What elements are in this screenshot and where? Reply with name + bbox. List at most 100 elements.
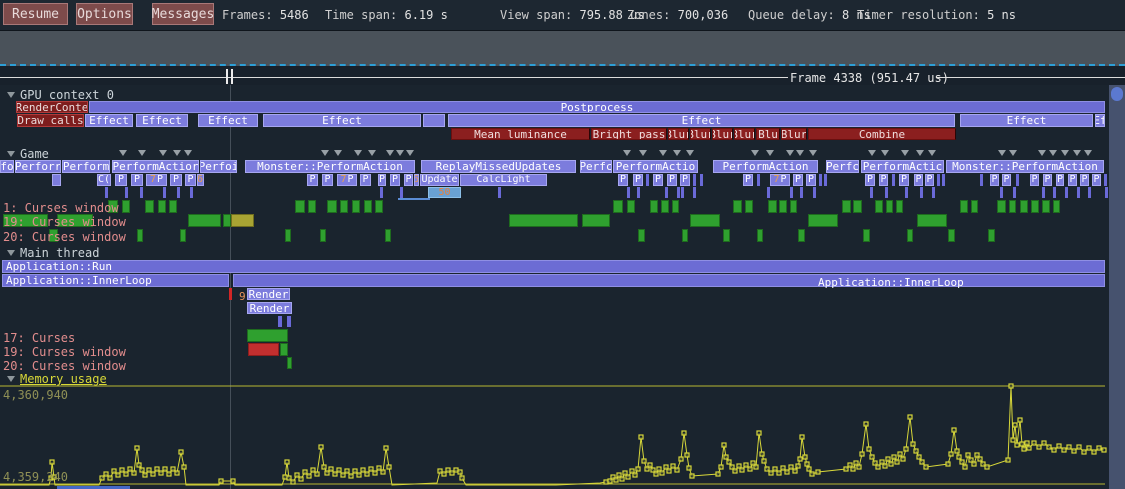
zone-update[interactable]: Update [420, 174, 459, 186]
zone[interactable] [661, 200, 669, 213]
zone[interactable] [768, 200, 777, 213]
zone-postprocess[interactable]: Postprocess [89, 101, 1105, 113]
zone[interactable] [52, 174, 61, 186]
zone-render[interactable]: Render [247, 288, 290, 300]
zone[interactable] [163, 187, 166, 198]
zone-p[interactable]: P [914, 174, 923, 186]
zone[interactable] [145, 200, 154, 213]
zone[interactable] [693, 187, 696, 198]
zone-blur[interactable]: Blur [712, 128, 733, 140]
section-header-game[interactable]: Game [7, 147, 49, 161]
zone-p[interactable]: P [390, 174, 400, 186]
zone[interactable] [808, 214, 838, 227]
zone-p[interactable]: P [806, 174, 816, 186]
zone[interactable] [682, 229, 688, 242]
zone[interactable] [937, 174, 940, 186]
zone[interactable] [638, 229, 645, 242]
zone-p[interactable]: P [743, 174, 753, 186]
zone-p[interactable]: P [680, 174, 690, 186]
zone[interactable] [646, 174, 649, 186]
zone-effect[interactable]: Effect [85, 114, 133, 127]
horizontal-scrollbar-thumb[interactable] [57, 486, 130, 489]
zone[interactable] [813, 187, 816, 198]
zone-p[interactable]: P [1068, 174, 1077, 186]
zone[interactable] [637, 187, 640, 198]
zone[interactable] [798, 229, 805, 242]
zone[interactable] [745, 200, 753, 213]
zone[interactable] [757, 174, 760, 186]
zone[interactable] [1000, 187, 1003, 198]
zone[interactable] [842, 200, 851, 213]
zone-p[interactable]: P [322, 174, 333, 186]
zone[interactable] [886, 200, 893, 213]
ghost-zone-marker-icon[interactable] [916, 150, 924, 156]
zone[interactable] [896, 200, 903, 213]
zone-effect[interactable]: Effect [448, 114, 955, 127]
zone-p[interactable]: P [404, 174, 413, 186]
zone[interactable] [285, 229, 291, 242]
ghost-zone-marker-icon[interactable] [901, 150, 909, 156]
ghost-zone-marker-icon[interactable] [796, 150, 804, 156]
zone-p[interactable]: P [653, 174, 663, 186]
zone[interactable] [385, 229, 391, 242]
ghost-zone-marker-icon[interactable] [881, 150, 889, 156]
ghost-zone-marker-icon[interactable] [639, 150, 647, 156]
zone-p[interactable]: P [667, 174, 677, 186]
zone[interactable] [885, 187, 888, 198]
zone-monster-performaction[interactable]: Monster::PerformAction [946, 160, 1104, 173]
zone[interactable] [295, 200, 305, 213]
zone[interactable] [824, 174, 827, 186]
ghost-zone-marker-icon[interactable] [1061, 150, 1069, 156]
zone[interactable] [400, 187, 403, 198]
zone[interactable] [1042, 200, 1050, 213]
zone[interactable] [380, 187, 383, 198]
zone[interactable] [248, 343, 279, 356]
ghost-zone-marker-icon[interactable] [1038, 150, 1046, 156]
zone-p[interactable]: P [990, 174, 999, 186]
zone[interactable] [700, 174, 703, 186]
zone-p[interactable]: P [618, 174, 628, 186]
ghost-zone-marker-icon[interactable] [686, 150, 694, 156]
zone[interactable] [875, 200, 883, 213]
zone[interactable] [757, 229, 763, 242]
ghost-zone-marker-icon[interactable] [766, 150, 774, 156]
ghost-zone-marker-icon[interactable] [998, 150, 1006, 156]
zone[interactable] [613, 200, 623, 213]
zone[interactable]: 6 [414, 174, 419, 186]
messages-button[interactable]: Messages [152, 3, 214, 25]
zone-performactio[interactable]: PerformActio [613, 160, 698, 173]
frame-ruler[interactable] [0, 31, 1125, 66]
zone-calclight[interactable]: CalcLight [460, 174, 547, 186]
zone[interactable] [108, 200, 118, 213]
zone[interactable] [905, 187, 908, 198]
zone[interactable]: 6 [197, 174, 204, 186]
zone[interactable] [498, 187, 501, 198]
zone[interactable] [920, 187, 923, 198]
zone-performactior[interactable]: PerformActior [112, 160, 199, 173]
zone[interactable] [988, 229, 995, 242]
zone[interactable] [1042, 187, 1045, 198]
zone-blur[interactable]: Blur [668, 128, 689, 140]
zone-p[interactable]: P [307, 174, 318, 186]
options-button[interactable]: Options [76, 3, 133, 25]
resume-button[interactable]: Resume [3, 3, 68, 25]
zone[interactable] [790, 200, 797, 213]
frame-boundary-mark[interactable] [226, 69, 228, 84]
zone-p[interactable]: P [633, 174, 643, 186]
ghost-zone-marker-icon[interactable] [354, 150, 362, 156]
ghost-zone-marker-icon[interactable] [1073, 150, 1081, 156]
zone-p[interactable]: P [378, 174, 386, 186]
zone[interactable] [1105, 187, 1108, 198]
zone[interactable] [158, 200, 166, 213]
zone[interactable] [280, 343, 288, 356]
zone[interactable] [627, 187, 630, 198]
zone-perfc[interactable]: Perfc [826, 160, 859, 173]
zone[interactable] [57, 214, 93, 227]
zone[interactable] [125, 187, 128, 198]
zone-p[interactable]: P [185, 174, 196, 186]
section-header-memory-usage[interactable]: Memory usage [7, 372, 107, 386]
zone-p[interactable]: P [899, 174, 909, 186]
zone[interactable] [693, 174, 696, 186]
